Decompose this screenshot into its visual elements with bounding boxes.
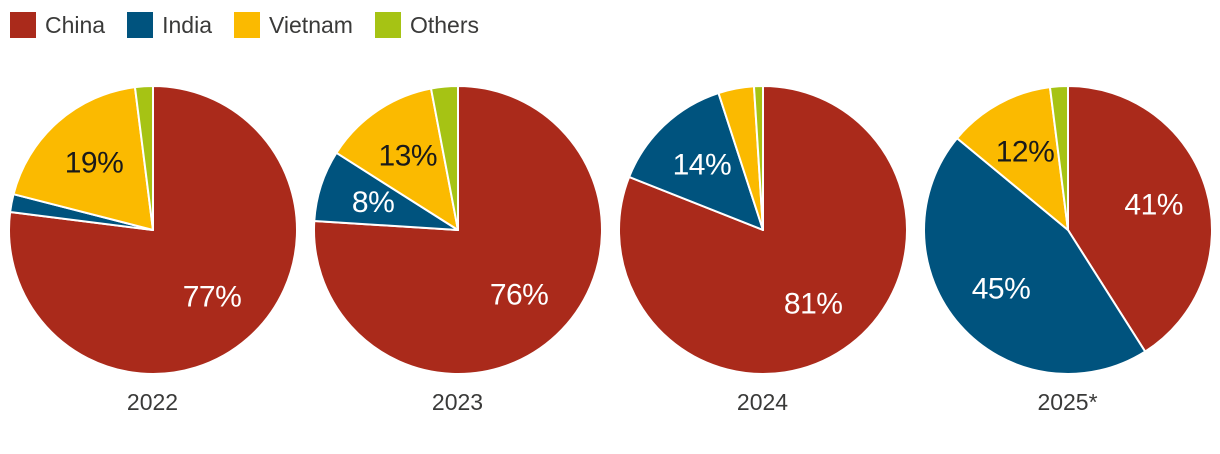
legend-swatch-india <box>127 12 154 38</box>
pie-cell-2023: 76% 8% 13% 2023 <box>305 84 610 416</box>
slice-label-china-2025: 41% <box>1124 189 1183 222</box>
year-label: 2022 <box>126 389 179 415</box>
slice-label-india-2023: 8% <box>351 186 393 219</box>
year-label: 2025* <box>1037 389 1098 415</box>
slice-label-vietnam-2023: 13% <box>378 140 437 173</box>
legend-swatch-others <box>374 12 401 38</box>
pie-cell-2024: 81% 14% 2024 <box>610 84 915 416</box>
legend-swatch-china <box>10 12 36 38</box>
legend-item-others: Others <box>374 12 479 38</box>
slice-label-china-2022: 77% <box>182 281 241 314</box>
pie-slice-others-2025 <box>1048 85 1069 231</box>
pie-slice-vietnam-2025 <box>955 86 1069 231</box>
year-label: 2023 <box>431 389 484 415</box>
legend-label: Others <box>409 12 479 38</box>
pie-slice-others-2024 <box>752 84 764 231</box>
pie-slice-others-2023 <box>429 85 459 231</box>
pie-cell-2022: 77% 19% 2022 <box>0 84 305 416</box>
pie-slice-china-2023 <box>312 85 603 375</box>
pie-2023: 76% 8% 13% <box>312 85 603 375</box>
slice-label-china-2023: 76% <box>489 279 548 312</box>
legend-item-vietnam: Vietnam <box>233 12 353 38</box>
slice-label-india-2024: 14% <box>672 148 731 181</box>
pie-cell-2025: 41% 45% 12% 2025* <box>915 84 1220 416</box>
slice-label-vietnam-2025: 12% <box>995 135 1054 168</box>
legend-item-china: China <box>10 12 105 38</box>
pie-slice-china-2022 <box>7 85 298 375</box>
pie-slice-india-2025 <box>922 137 1146 375</box>
pie-slice-others-2022 <box>133 85 154 231</box>
pie-2025: 41% 45% 12% <box>922 85 1213 375</box>
slice-label-vietnam-2022: 19% <box>64 147 123 180</box>
pie-2022: 77% 19% <box>7 85 298 375</box>
legend-label: Vietnam <box>268 12 353 38</box>
pie-2024: 81% 14% <box>617 84 908 375</box>
pie-charts-row: 77% 19% 2022 76% 8% 13% 2023 81% 14% 2024 41% 45% 12… <box>0 84 1220 416</box>
pie-slice-vietnam-2022 <box>12 86 154 231</box>
legend-swatch-vietnam <box>233 12 260 38</box>
legend-label: China <box>45 12 106 38</box>
slice-label-india-2025: 45% <box>971 273 1030 306</box>
legend-label: India <box>162 12 212 38</box>
year-label: 2024 <box>736 389 789 415</box>
legend-item-india: India <box>127 12 212 38</box>
legend: China India Vietnam Others <box>10 12 501 38</box>
slice-label-china-2024: 81% <box>783 287 842 320</box>
pie-slice-vietnam-2023 <box>334 87 459 231</box>
